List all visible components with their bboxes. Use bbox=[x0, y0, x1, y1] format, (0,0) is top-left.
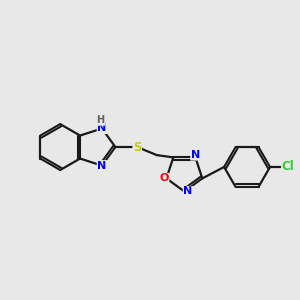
Text: S: S bbox=[133, 141, 142, 154]
Text: N: N bbox=[97, 124, 106, 134]
Text: H: H bbox=[96, 115, 104, 125]
Text: N: N bbox=[191, 150, 200, 160]
Text: N: N bbox=[97, 160, 106, 171]
Text: O: O bbox=[159, 173, 169, 183]
Text: N: N bbox=[183, 187, 193, 196]
Text: Cl: Cl bbox=[282, 160, 294, 173]
